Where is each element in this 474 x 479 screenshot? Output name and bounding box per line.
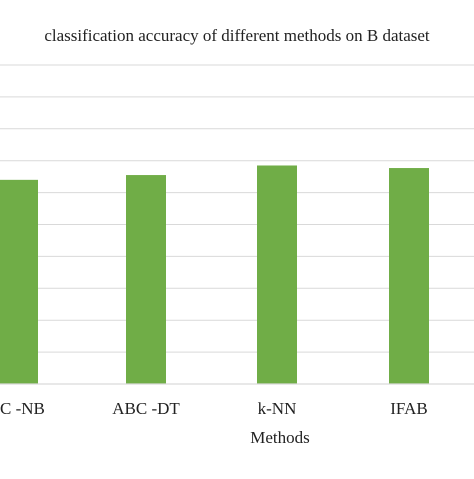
x-tick-label-2: k-NN [258,399,297,418]
x-tick-label-3: IFAB [390,399,427,418]
x-tick-label-1: ABC -DT [112,399,180,418]
gridlines [0,64,474,353]
bar-0 [0,179,38,384]
bar-3 [389,168,429,384]
x-axis-tick-labels: C -NB ABC -DT k-NN IFAB [0,399,428,418]
bars [0,165,429,384]
bar-1 [126,175,166,384]
chart-title: classification accuracy of different met… [44,26,430,45]
x-tick-label-0: C -NB [0,399,45,418]
x-axis-label: Methods [250,428,310,447]
bar-2 [257,165,297,384]
